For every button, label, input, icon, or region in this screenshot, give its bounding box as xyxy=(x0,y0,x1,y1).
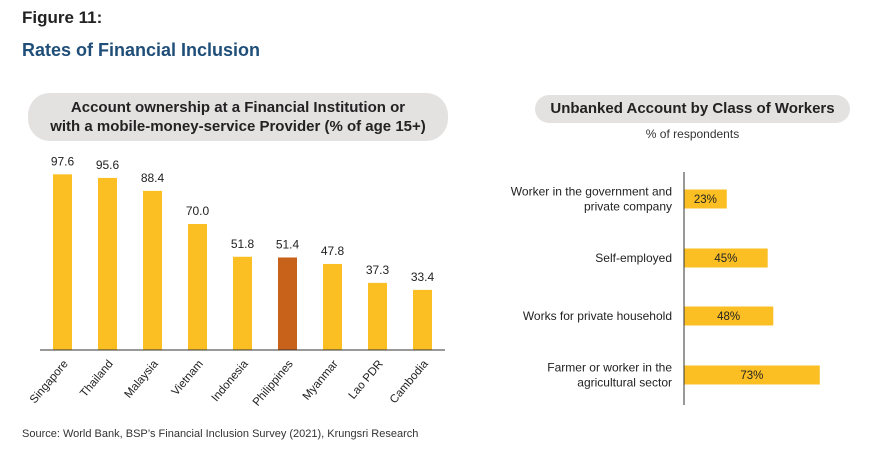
bar-lao-pdr xyxy=(368,282,387,350)
hbar-value-label: 73% xyxy=(740,370,763,382)
figure-title: Rates of Financial Inclusion xyxy=(22,40,261,60)
hbar xyxy=(684,189,727,209)
x-tick-label: Thailand xyxy=(78,358,116,400)
account-ownership-chart: 97.6 Singapore 95.6 Thailand 88.4 Malaysia 70.… xyxy=(28,154,445,409)
category-label: Worker in the government and xyxy=(511,185,672,199)
category-label: agricultural sector xyxy=(577,376,672,390)
bar-value-label: 47.8 xyxy=(321,244,345,258)
x-tick-label: Singapore xyxy=(28,358,71,406)
bar-value-label: 70.0 xyxy=(186,204,210,218)
x-tick-label: Myanmar xyxy=(301,358,341,403)
source-note: Source: World Bank, BSP’s Financial Incl… xyxy=(22,428,419,440)
right-chart-title: Unbanked Account by Class of Workers xyxy=(535,95,850,123)
bar-value-label: 97.6 xyxy=(51,154,75,168)
x-tick-label: Indonesia xyxy=(210,358,252,404)
x-tick-label: Vietnam xyxy=(170,358,206,398)
hbar xyxy=(684,306,774,326)
bar-value-label: 51.4 xyxy=(276,237,300,251)
x-tick-label: Cambodia xyxy=(388,358,431,406)
bar-value-label: 37.3 xyxy=(366,263,390,277)
left-chart-title-line1: Account ownership at a Financial Institu… xyxy=(70,99,406,116)
hbar-value-label: 23% xyxy=(694,194,717,206)
bar-myanmar xyxy=(323,263,342,350)
bar-value-label: 33.4 xyxy=(411,270,435,284)
category-label: Self-employed xyxy=(595,251,672,265)
x-tick-label: Lao PDR xyxy=(347,358,386,401)
bar-vietnam xyxy=(188,224,207,350)
left-chart-title-line2: with a mobile-money-service Provider (% … xyxy=(50,118,426,135)
bar-value-label: 95.6 xyxy=(96,158,120,172)
bar-value-label: 51.8 xyxy=(231,237,255,251)
hbar-value-label: 45% xyxy=(714,253,737,265)
right-chart-subtitle: % of respondents xyxy=(645,127,740,141)
bar-malaysia xyxy=(143,190,162,350)
hbar xyxy=(684,248,768,268)
figure-label: Figure 11: xyxy=(22,8,103,27)
x-tick-label: Philippines xyxy=(251,358,296,409)
bar-philippines xyxy=(278,257,297,350)
bar-thailand xyxy=(98,177,117,350)
left-chart-title: Account ownership at a Financial Institu… xyxy=(28,93,448,141)
hbar-value-label: 48% xyxy=(717,311,740,323)
x-tick-label: Malaysia xyxy=(122,358,161,401)
bar-value-label: 88.4 xyxy=(141,171,165,185)
bar-singapore xyxy=(53,174,72,350)
hbar xyxy=(684,365,820,385)
category-label: private company xyxy=(584,200,672,214)
category-label: Farmer or worker in the xyxy=(547,361,672,375)
bar-indonesia xyxy=(233,256,252,350)
bar-cambodia xyxy=(413,289,432,350)
category-label: Works for private household xyxy=(523,309,672,323)
